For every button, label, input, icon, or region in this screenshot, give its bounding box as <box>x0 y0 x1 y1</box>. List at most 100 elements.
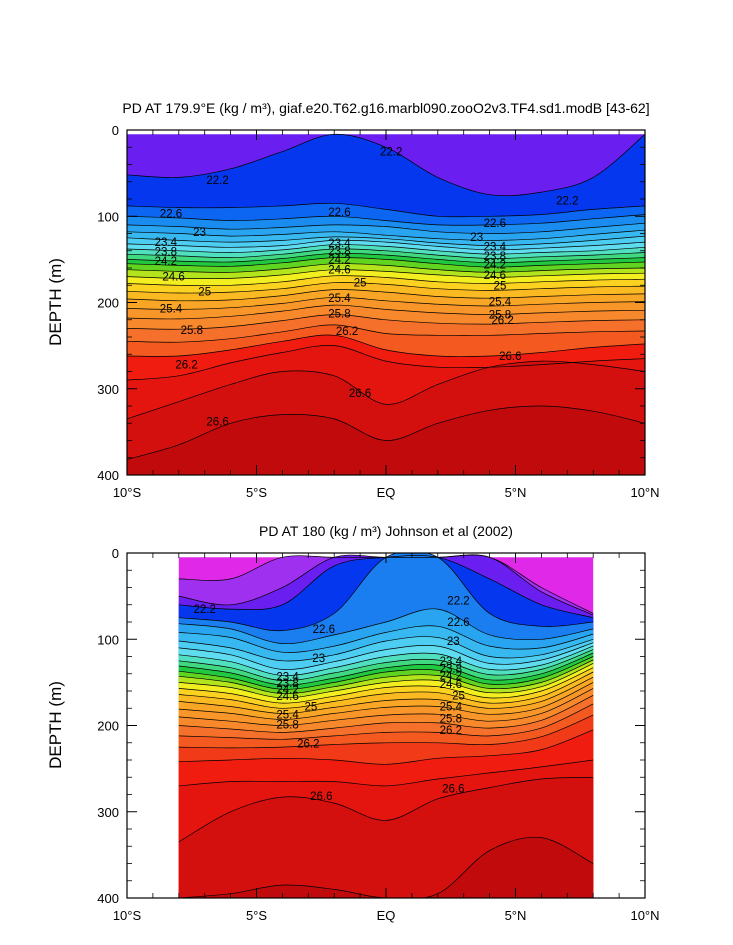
contour-line-25 <box>178 676 594 714</box>
y-tick-label: 100 <box>97 632 119 647</box>
contour-line-24-8 <box>127 275 645 286</box>
contour-label: 22.2 <box>556 196 578 208</box>
contour-label: 26.2 <box>175 360 197 372</box>
contour-label: 23.8 <box>276 678 298 690</box>
contour-label: 22.6 <box>447 617 469 629</box>
chart-title-1: PD AT 179.9°E (kg / m³), giaf.e20.T62.g1… <box>122 100 649 116</box>
contour-label: 25.4 <box>160 304 183 316</box>
contour-line-25-4 <box>178 688 594 726</box>
contour-label: 26.2 <box>491 315 513 327</box>
contour-fills-2 <box>178 553 594 898</box>
y-tick-label: 400 <box>97 468 119 483</box>
contour-label: 26.2 <box>440 725 462 737</box>
x-tick-label: 5°S <box>246 485 267 500</box>
contour-line-23-4 <box>127 239 645 251</box>
contour-label: 25 <box>305 702 318 714</box>
contour-line-22-8 <box>178 625 594 653</box>
contour-line-26 <box>178 714 594 749</box>
contour-band-26-8 <box>178 837 594 898</box>
contour-line-22-6 <box>127 214 645 226</box>
contour-line-25-6 <box>127 304 645 320</box>
chart-panel-2: PD AT 180 (kg / m³) Johnson et al (2002)… <box>46 523 660 923</box>
contour-line-26-6 <box>178 776 594 843</box>
x-tick-label: EQ <box>377 908 396 923</box>
contour-line-26-4 <box>127 345 645 381</box>
contour-label: 23 <box>312 653 325 665</box>
contour-line-24 <box>127 252 645 264</box>
y-tick-label: 300 <box>97 382 119 397</box>
contour-line-22-6 <box>178 608 594 645</box>
contour-line-26-2 <box>178 729 594 765</box>
contour-label: 24.6 <box>440 679 462 691</box>
contour-label: 24.6 <box>328 265 350 277</box>
contour-label: 23.8 <box>484 251 506 263</box>
contour-line-22-4 <box>127 202 645 218</box>
y-tick-label: 100 <box>97 209 119 224</box>
contour-line-26-6 <box>127 360 645 420</box>
contour-line-24-6 <box>178 667 594 704</box>
contour-label: 23.8 <box>155 247 177 259</box>
contour-line-23-6 <box>127 244 645 255</box>
contour-line-24-4 <box>127 263 645 273</box>
contour-line-25-6 <box>178 694 594 733</box>
contour-line-26-4 <box>178 759 594 787</box>
contour-lines-1 <box>127 133 645 460</box>
chart-title-2: PD AT 180 (kg / m³) Johnson et al (2002) <box>259 523 513 539</box>
contour-label: 23 <box>193 227 206 239</box>
contour-line-23-6 <box>178 649 594 682</box>
y-tick-label: 0 <box>112 123 119 138</box>
contour-label: 24.2 <box>484 260 506 272</box>
contour-label: 22.6 <box>328 207 350 219</box>
contour-line-24-8 <box>178 671 594 709</box>
contour-label: 24.6 <box>162 272 184 284</box>
contour-line-22-8 <box>127 222 645 234</box>
contour-fills-1 <box>127 134 645 475</box>
contour-label: 23.4 <box>484 241 507 253</box>
contour-line-25-8 <box>127 314 645 330</box>
contour-line-23 <box>178 636 594 662</box>
contour-label: 22.6 <box>313 624 335 636</box>
contour-label: 25.4 <box>440 702 463 714</box>
contour-lines-2 <box>178 553 594 898</box>
contour-line-24-6 <box>127 269 645 280</box>
contour-label: 24.2 <box>155 256 177 268</box>
contour-line-25-2 <box>178 682 594 720</box>
contour-line-26 <box>127 324 645 343</box>
y-tick-label: 300 <box>97 805 119 820</box>
x-tick-label: 10°N <box>630 485 659 500</box>
contour-band-26-8 <box>127 405 645 475</box>
contour-label: 22.2 <box>380 147 402 159</box>
x-tick-label: 10°S <box>113 908 142 923</box>
contour-line-23 <box>127 229 645 241</box>
contour-label: 25.4 <box>276 709 299 721</box>
contour-line-23-4 <box>178 645 594 676</box>
x-tick-label: EQ <box>377 485 396 500</box>
contour-label: 24.2 <box>328 254 350 266</box>
contour-label: 23.4 <box>440 656 463 668</box>
axes-1: 0 100 200 300 400 10°S 5°S EQ 5°N 10°N <box>97 123 659 500</box>
x-tick-label: 5°S <box>246 908 267 923</box>
contour-line-25-4 <box>127 296 645 310</box>
x-tick-label: 10°S <box>113 485 142 500</box>
contour-label: 25.4 <box>489 297 512 309</box>
contour-line-26-8 <box>178 836 594 898</box>
contour-label: 25.8 <box>489 310 511 322</box>
contour-label: 22.2 <box>206 175 228 187</box>
contour-line-24-2 <box>178 659 594 694</box>
contour-label: 22.2 <box>447 595 469 607</box>
axes-2: 0 100 200 300 400 10°S 5°S EQ 5°N 10°N <box>97 546 659 923</box>
contour-line-23-2 <box>127 235 645 246</box>
contour-label: 24.2 <box>440 671 462 683</box>
contour-label: 24.2 <box>276 684 298 696</box>
x-tick-label: 5°N <box>505 485 527 500</box>
contour-label: 25.8 <box>440 714 462 726</box>
contour-label: 23.8 <box>328 246 350 258</box>
contour-label: 23.4 <box>155 237 178 249</box>
contour-line-25-2 <box>127 289 645 302</box>
contour-label: 25 <box>198 286 211 298</box>
y-tick-label: 0 <box>112 546 119 561</box>
y-tick-label: 200 <box>97 296 119 311</box>
contour-label: 25.8 <box>276 720 298 732</box>
